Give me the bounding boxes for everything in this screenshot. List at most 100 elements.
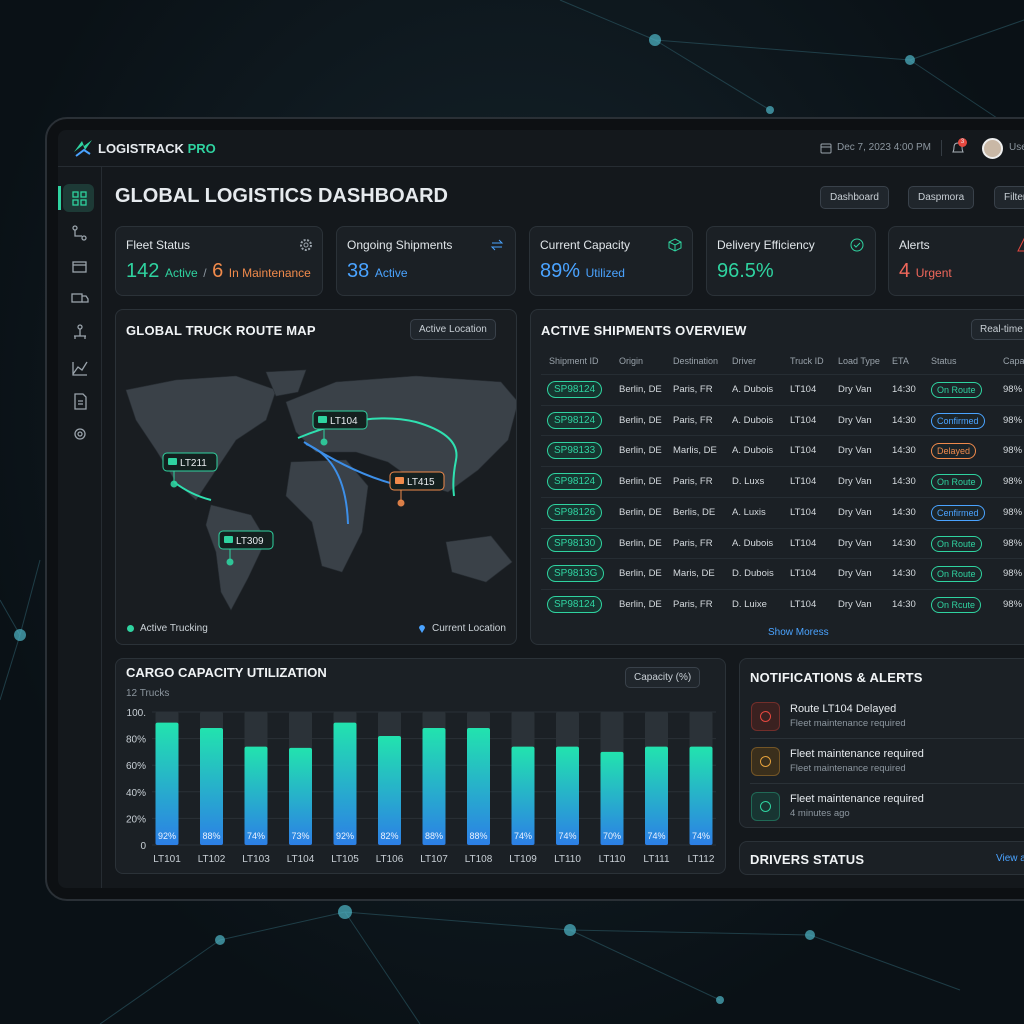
notifications-panel: NOTIFICATIONS & ALERTS Route LT104 Delay… xyxy=(739,658,1024,828)
marker-dot xyxy=(320,438,328,446)
value-label: 74% xyxy=(558,831,576,841)
table-cell: 14:30 xyxy=(892,537,916,549)
kpi-value: 142 Active / 6 In Maintenance xyxy=(126,260,311,283)
table-cell: 98% xyxy=(1003,445,1023,457)
x-tick-label: LT112 xyxy=(688,854,715,865)
kpi-value: 4 Urgent xyxy=(899,260,952,283)
table-cell: 98% xyxy=(1003,598,1023,610)
value-label: 88% xyxy=(469,831,487,841)
notification-subtitle: Fleet maintenance required xyxy=(790,718,906,729)
kpi-card: Fleet Status 142 Active / 6 In Maintenan… xyxy=(115,226,323,296)
value-label: 73% xyxy=(291,831,309,841)
value-label: 74% xyxy=(514,831,532,841)
truck-icon xyxy=(395,477,404,484)
notification-subtitle: Fleet maintenance required xyxy=(790,763,906,774)
table-cell: Paris, FR xyxy=(673,598,713,610)
truck-icon xyxy=(168,458,177,465)
value-label: 74% xyxy=(647,831,665,841)
row-divider xyxy=(541,466,1024,468)
marker-dot xyxy=(170,480,178,488)
table-cell: Dry Van xyxy=(838,476,872,488)
table-cell: D. Luixe xyxy=(732,598,767,610)
table-cell: LT104 xyxy=(790,384,817,395)
show-more-link[interactable]: Show Moress xyxy=(768,627,829,638)
view-all-link[interactable]: View all xyxy=(996,853,1024,864)
table-cell: A. Luxis xyxy=(732,506,766,518)
calendar-icon xyxy=(820,143,832,154)
table-cell: LT104 xyxy=(790,537,817,549)
table-cell: LT104 xyxy=(790,568,817,580)
x-tick-label: LT102 xyxy=(198,854,226,865)
status-badge: Confirmed xyxy=(931,412,985,429)
dropdown[interactable]: Capacity (%) xyxy=(625,667,701,688)
kpi-unit: Active xyxy=(374,266,408,280)
avatar[interactable] xyxy=(982,138,1003,159)
brand-accent: PRO xyxy=(187,141,216,156)
value-label: 70% xyxy=(603,831,621,841)
status-badge: On Route xyxy=(931,382,982,398)
table-cell: LT104 xyxy=(790,598,817,610)
truck-icon xyxy=(318,416,327,423)
user-name[interactable]: User xyxy=(1009,142,1024,153)
table-cell: Dry Van xyxy=(838,384,872,395)
table-cell: 98% xyxy=(1003,568,1023,580)
table-cell: 98% xyxy=(1003,414,1023,426)
row-divider xyxy=(541,558,1024,560)
logo xyxy=(74,140,92,157)
table-cell: LT104 xyxy=(790,476,817,488)
status-badge: On Route xyxy=(931,474,982,491)
x-tick-label: LT110 xyxy=(599,854,626,865)
notification-icon-glyph xyxy=(760,801,771,812)
row-divider xyxy=(541,435,1024,437)
kpi-separator: / xyxy=(203,266,207,280)
toolbar-button[interactable]: Dashboard xyxy=(820,186,889,209)
sidebar-indicator xyxy=(58,186,61,210)
page-title: GLOBAL LOGISTICS DASHBOARD xyxy=(115,185,448,207)
kpi-number: 4 xyxy=(899,260,911,282)
toolbar-button[interactable]: Daspmora xyxy=(908,186,975,209)
world-map: LT104 LT211 LT415 LT309 xyxy=(125,369,516,611)
row-divider xyxy=(541,404,1024,406)
value-label: 92% xyxy=(336,831,354,841)
table-cell: A. Dubois xyxy=(732,414,774,426)
bar xyxy=(422,727,446,845)
marker-box xyxy=(162,452,218,472)
table-cell: D. Dubois xyxy=(732,568,774,580)
marker-label: LT309 xyxy=(236,536,264,547)
legend-label: Active Trucking xyxy=(140,623,208,634)
value-label: 92% xyxy=(158,831,176,841)
sidebar-border xyxy=(101,167,102,888)
value-label: 74% xyxy=(247,831,265,841)
shipment-id: SP98124 xyxy=(547,381,603,398)
table-cell: 98% xyxy=(1003,506,1023,518)
table-cell: 14:30 xyxy=(892,384,916,395)
row-divider xyxy=(541,496,1024,498)
column-header: Shipment ID xyxy=(549,356,599,366)
table-cell: Berlis, DE xyxy=(673,506,716,518)
sidebar-icons[interactable] xyxy=(70,190,90,450)
column-header: Status xyxy=(931,356,957,366)
bar xyxy=(289,747,312,845)
status-badge: On Rcute xyxy=(931,596,982,613)
value-label: 82% xyxy=(380,831,398,841)
toolbar-button[interactable]: Filter xyxy=(994,186,1024,209)
table-cell: 14:30 xyxy=(892,414,916,426)
bar xyxy=(467,727,490,845)
x-tick-label: LT108 xyxy=(465,854,493,865)
table-cell: Maris, DE xyxy=(673,568,715,580)
table-cell: 98% xyxy=(1003,476,1023,488)
table-cell: A. Dubois xyxy=(732,537,774,549)
row-divider xyxy=(541,527,1024,529)
divider xyxy=(941,140,942,156)
table-cell: D. Luxs xyxy=(732,476,765,488)
marker-dot xyxy=(397,499,405,507)
kpi-card: Ongoing Shipments 38 Active xyxy=(336,226,516,296)
y-tick-label: 100. xyxy=(127,708,146,719)
bar xyxy=(511,746,535,845)
kpi-number: 89% xyxy=(540,260,581,282)
table-cell: Berlin, DE xyxy=(619,506,662,518)
dropdown[interactable]: Active Location xyxy=(410,319,496,340)
table-cell: LT104 xyxy=(790,414,817,426)
button[interactable]: Real-time xyxy=(971,319,1024,340)
